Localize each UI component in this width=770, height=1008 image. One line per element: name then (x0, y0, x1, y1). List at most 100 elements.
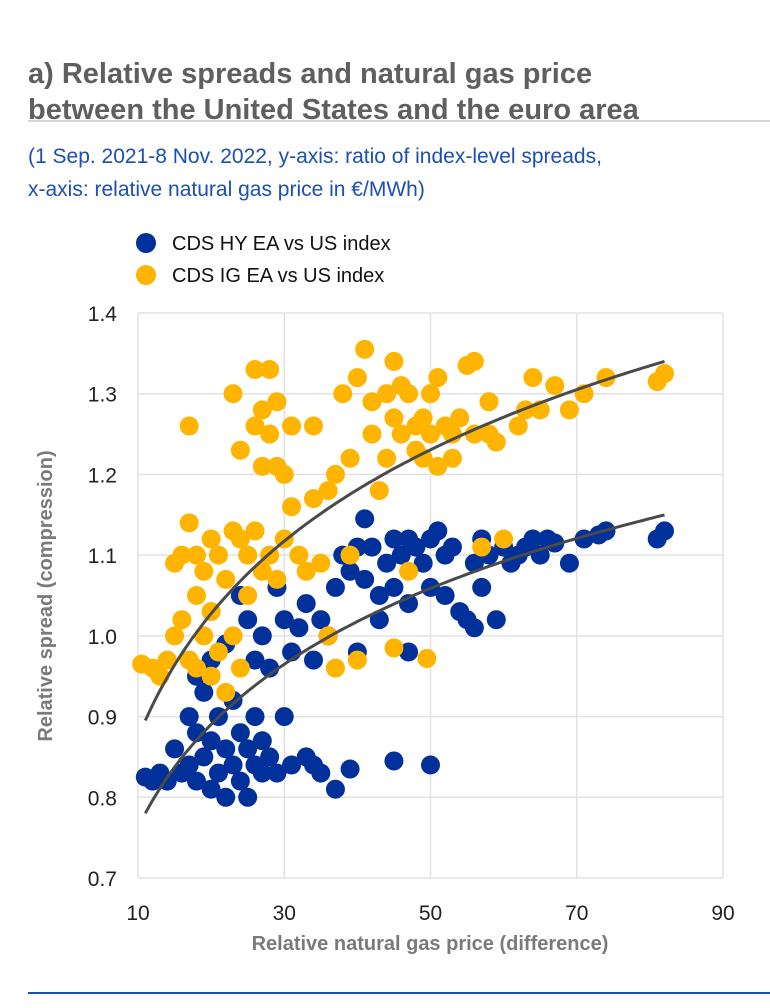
point-cds-hy (559, 553, 579, 573)
point-cds-ig (384, 638, 404, 658)
point-cds-ig (377, 448, 397, 468)
legend-marker-ig (136, 265, 156, 285)
point-cds-ig (399, 384, 419, 404)
point-cds-ig (201, 529, 221, 549)
point-cds-ig (413, 408, 433, 428)
tick-labels: 0.7 0.8 0.9 1.0 1.1 1.2 1.3 1.4 10 30 50 70 90 (88, 303, 735, 925)
point-cds-ig (391, 424, 411, 444)
x-tick-label: 30 (273, 902, 296, 925)
point-cds-hy (486, 610, 506, 630)
point-cds-hy (391, 545, 411, 565)
point-cds-ig (355, 339, 375, 359)
point-cds-ig (311, 553, 331, 573)
legend-marker-hy (136, 233, 156, 253)
point-cds-ig (523, 368, 543, 388)
point-cds-hy (274, 707, 294, 727)
legend-label-hy: CDS HY EA vs US index (172, 233, 391, 255)
point-cds-ig (267, 392, 287, 412)
point-cds-hy (165, 739, 185, 759)
point-cds-hy (216, 787, 236, 807)
legend-label-ig: CDS IG EA vs US index (172, 265, 384, 287)
point-cds-hy (223, 755, 243, 775)
point-cds-ig (172, 545, 192, 565)
point-cds-ig (377, 384, 397, 404)
point-cds-hy (340, 561, 360, 581)
point-cds-ig (421, 384, 440, 404)
point-cds-hy (311, 610, 331, 630)
point-cds-hy (252, 763, 272, 783)
title-divider (28, 120, 770, 122)
point-cds-hy (274, 610, 294, 630)
point-cds-hy (282, 755, 302, 775)
point-cds-hy (201, 779, 221, 799)
point-cds-hy (325, 779, 345, 799)
point-cds-hy (311, 763, 331, 783)
point-cds-ig (369, 481, 389, 501)
point-cds-hy (245, 650, 265, 670)
point-cds-ig (216, 569, 236, 589)
point-cds-hy (208, 763, 228, 783)
point-cds-ig (442, 448, 462, 468)
point-cds-ig (245, 360, 265, 379)
point-cds-ig (223, 626, 243, 646)
point-cds-ig (545, 376, 565, 396)
point-cds-ig (296, 561, 316, 581)
point-cds-hy (428, 521, 448, 541)
point-cds-ig (172, 610, 192, 630)
legend: CDS HY EA vs US index CDS IG EA vs US in… (136, 233, 391, 287)
y-axis-title: Relative spread (compression) (35, 450, 57, 741)
point-cds-ig (252, 561, 272, 581)
x-tick-label: 90 (711, 902, 734, 925)
point-cds-hy (252, 626, 272, 646)
point-cds-ig (157, 650, 177, 670)
point-cds-ig (340, 448, 360, 468)
point-cds-ig (428, 456, 448, 476)
point-cds-hy (384, 751, 404, 771)
point-cds-ig (208, 545, 228, 565)
y-tick-label: 0.7 (88, 868, 117, 891)
point-cds-ig (428, 368, 448, 388)
point-cds-ig (347, 650, 367, 670)
point-cds-hy (362, 537, 382, 557)
point-cds-hy (413, 553, 433, 573)
point-cds-ig (479, 392, 499, 412)
point-cds-ig (450, 408, 470, 428)
point-cds-ig (208, 642, 228, 662)
x-tick-label: 70 (565, 902, 588, 925)
point-cds-hy (377, 553, 397, 573)
point-cds-ig (260, 424, 280, 444)
point-cds-hy (230, 771, 250, 791)
point-cds-ig (274, 464, 294, 484)
point-cds-ig (508, 416, 528, 436)
point-cds-hy (464, 618, 484, 638)
point-cds-hy (179, 707, 199, 727)
point-cds-hy (523, 529, 543, 549)
point-cds-ig (464, 351, 484, 371)
subtitle-line-1: (1 Sep. 2021-8 Nov. 2022, y-axis: ratio … (28, 145, 602, 168)
point-cds-hy (179, 755, 199, 775)
point-cds-ig (179, 513, 199, 533)
point-cds-ig (472, 537, 492, 557)
point-cds-ig (304, 489, 323, 509)
point-cds-ig (194, 561, 214, 581)
y-tick-label: 0.8 (88, 787, 117, 810)
trendline-cds-ig (143, 359, 665, 722)
point-cds-hy (194, 682, 214, 702)
point-cds-ig (238, 545, 258, 565)
point-cds-ig (252, 400, 272, 420)
title-line-1: a) Relative spreads and natural gas pric… (28, 58, 593, 90)
point-cds-hy (340, 759, 360, 779)
point-cds-hy (369, 586, 389, 605)
point-cds-ig (216, 682, 236, 702)
point-cds-ig (417, 648, 437, 668)
trendline-cds-hy (143, 513, 665, 815)
point-cds-ig (245, 416, 265, 436)
point-cds-hy (355, 569, 375, 589)
point-cds-ig (260, 360, 280, 379)
x-axis-title: Relative natural gas price (difference) (252, 933, 609, 955)
point-cds-hy (464, 553, 484, 573)
point-cds-hy (304, 650, 323, 670)
point-cds-ig (421, 424, 440, 444)
subtitle-line-2: x-axis: relative natural gas price in €/… (28, 178, 425, 201)
